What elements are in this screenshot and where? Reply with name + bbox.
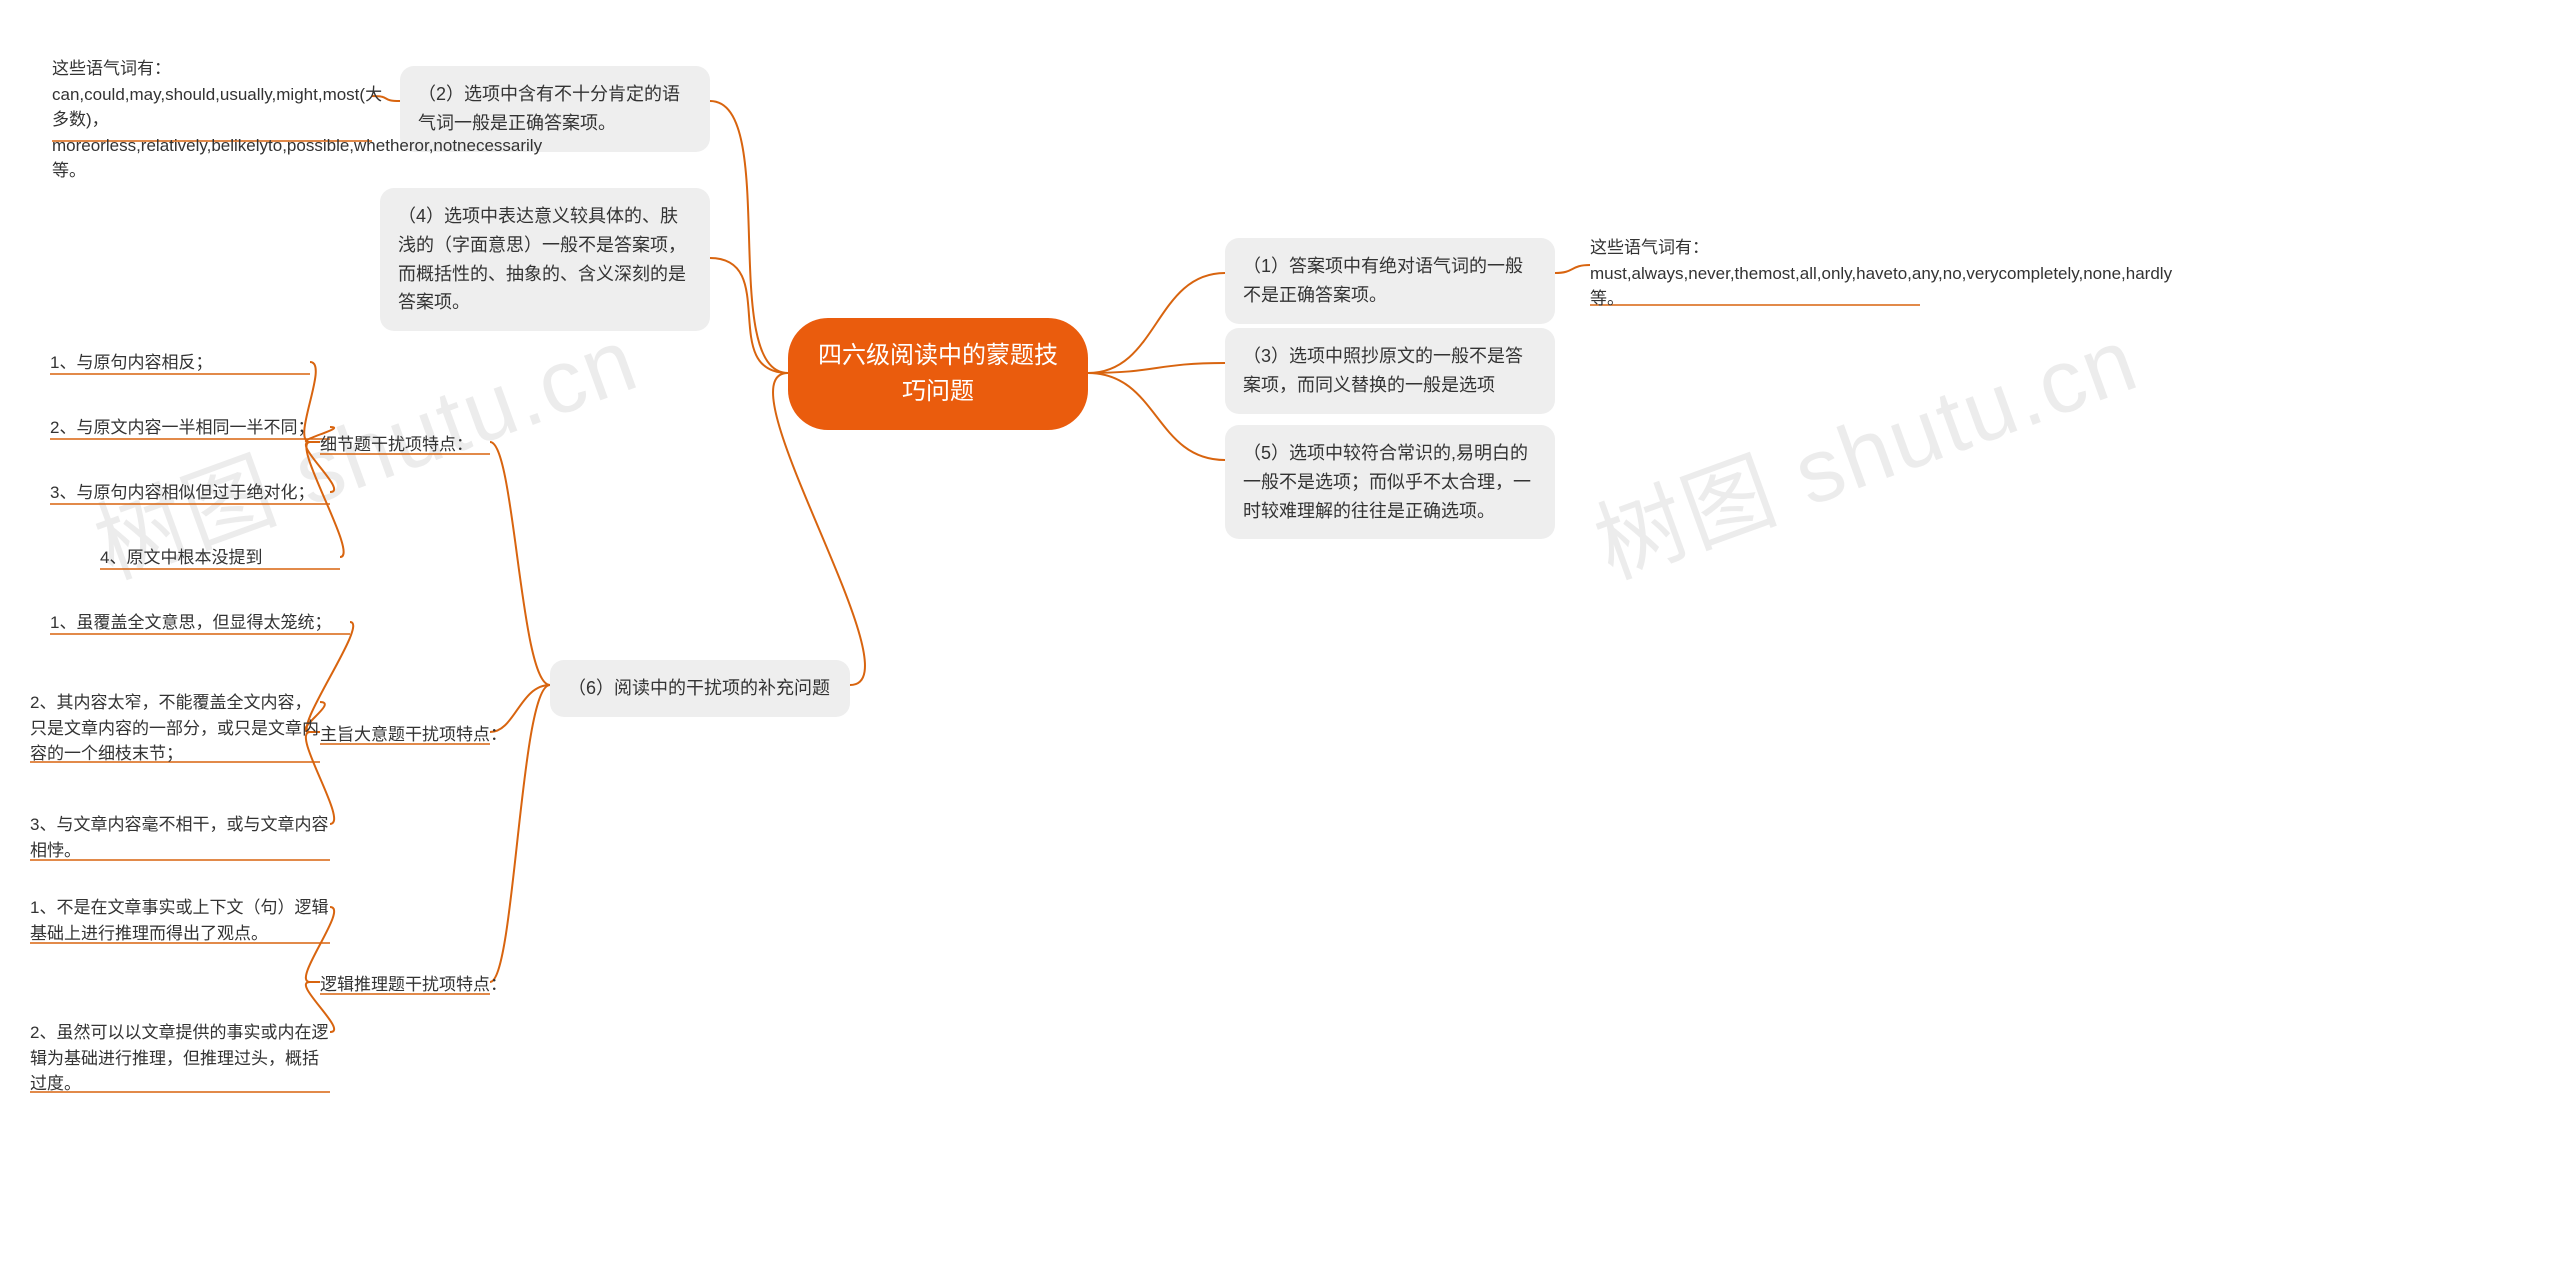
leaf-item: 3、与原句内容相似但过于绝对化； [50,480,330,506]
leaf-item: 2、与原文内容一半相同一半不同； [50,415,330,441]
leaf-r1: 这些语气词有：must,always,never,themost,all,onl… [1590,235,1920,312]
leaf-item: 1、不是在文章事实或上下文（句）逻辑基础上进行推理而得出了观点。 [30,895,330,946]
center-node: 四六级阅读中的蒙题技巧问题 [788,318,1088,430]
branch-l6: （6）阅读中的干扰项的补充问题 [550,660,850,717]
group-label: 细节题干扰项特点： [320,430,473,455]
leaf-l2: 这些语气词有：can,could,may,should,usually,migh… [52,56,372,184]
leaf-item: 3、与文章内容毫不相干，或与文章内容相悖。 [30,812,330,863]
group-label: 主旨大意题干扰项特点： [320,720,507,745]
leaf-item: 1、与原句内容相反； [50,350,310,376]
leaf-item: 2、其内容太窄，不能覆盖全文内容，只是文章内容的一部分，或只是文章内容的一个细枝… [30,690,320,767]
leaf-item: 1、虽覆盖全文意思，但显得太笼统； [50,610,350,636]
leaf-item: 4、原文中根本没提到 [100,545,340,571]
branch-r5: （5）选项中较符合常识的,易明白的一般不是选项；而似乎不太合理，一时较难理解的往… [1225,425,1555,539]
branch-r1: （1）答案项中有绝对语气词的一般不是正确答案项。 [1225,238,1555,324]
leaf-item: 2、虽然可以以文章提供的事实或内在逻辑为基础进行推理，但推理过头，概括过度。 [30,1020,330,1097]
branch-l4: （4）选项中表达意义较具体的、肤浅的（字面意思）一般不是答案项，而概括性的、抽象… [380,188,710,331]
branch-r3: （3）选项中照抄原文的一般不是答案项，而同义替换的一般是选项 [1225,328,1555,414]
group-label: 逻辑推理题干扰项特点： [320,970,507,995]
connector-lines [0,0,2560,1262]
